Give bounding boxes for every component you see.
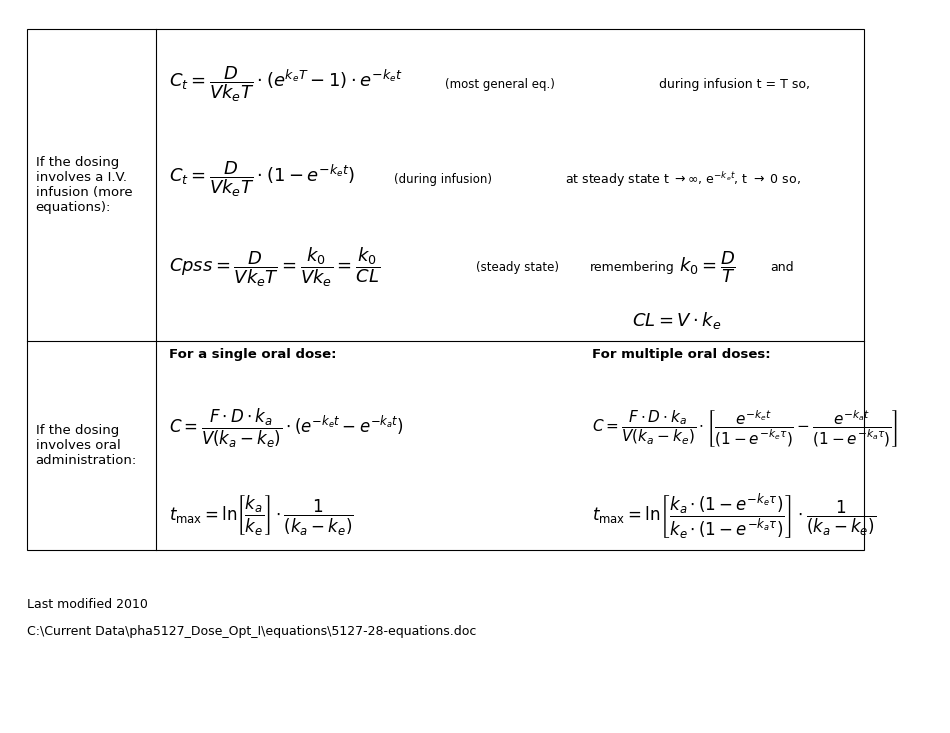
Text: $CL = V \cdot k_e$: $CL = V \cdot k_e$ <box>633 310 722 331</box>
Text: $t_{\mathrm{max}} = \ln\!\left[\dfrac{k_a}{k_e}\right] \cdot \dfrac{1}{(k_a - k_: $t_{\mathrm{max}} = \ln\!\left[\dfrac{k_… <box>169 494 354 538</box>
Text: For multiple oral doses:: For multiple oral doses: <box>592 347 770 361</box>
Text: $C = \dfrac{F \cdot D \cdot k_a}{V(k_a - k_e)} \cdot \left(e^{-k_et} - e^{-k_at}: $C = \dfrac{F \cdot D \cdot k_a}{V(k_a -… <box>169 408 404 450</box>
Text: and: and <box>770 261 794 274</box>
Text: If the dosing
involves a I.V.
infusion (more
equations):: If the dosing involves a I.V. infusion (… <box>35 156 132 214</box>
Text: (during infusion): (during infusion) <box>394 173 492 186</box>
Text: Last modified 2010: Last modified 2010 <box>27 598 147 611</box>
Text: $Cpss = \dfrac{D}{Vk_eT} = \dfrac{k_0}{Vk_e} = \dfrac{k_0}{CL}$: $Cpss = \dfrac{D}{Vk_eT} = \dfrac{k_0}{V… <box>169 246 380 290</box>
Text: For a single oral dose:: For a single oral dose: <box>169 347 336 361</box>
Text: remembering: remembering <box>590 261 674 274</box>
Text: (most general eq.): (most general eq.) <box>446 78 555 91</box>
Text: $C = \dfrac{F \cdot D \cdot k_a}{V(k_a - k_e)} \cdot \left[\dfrac{e^{-k_et}}{\le: $C = \dfrac{F \cdot D \cdot k_a}{V(k_a -… <box>592 408 899 449</box>
Text: (steady state): (steady state) <box>476 261 560 274</box>
Text: If the dosing
involves oral
administration:: If the dosing involves oral administrati… <box>35 424 137 467</box>
Text: at steady state t $\rightarrow \infty$, e$^{-k_et}$, t $\rightarrow$ 0 so,: at steady state t $\rightarrow \infty$, … <box>565 170 801 189</box>
Text: during infusion t = T so,: during infusion t = T so, <box>659 78 810 91</box>
Text: $t_{\mathrm{max}} = \ln\!\left[\dfrac{k_a \cdot \left(1 - e^{-k_e\tau}\right)}{k: $t_{\mathrm{max}} = \ln\!\left[\dfrac{k_… <box>592 491 876 541</box>
Text: $C_t = \dfrac{D}{Vk_eT} \cdot \left(e^{k_eT} - 1\right) \cdot e^{-k_et}$: $C_t = \dfrac{D}{Vk_eT} \cdot \left(e^{k… <box>169 65 403 104</box>
Text: $k_0 = \dfrac{D}{T}$: $k_0 = \dfrac{D}{T}$ <box>679 250 736 285</box>
Text: $C_t = \dfrac{D}{Vk_eT} \cdot \left(1 - e^{-k_et}\right)$: $C_t = \dfrac{D}{Vk_eT} \cdot \left(1 - … <box>169 160 355 199</box>
Text: C:\Current Data\pha5127_Dose_Opt_I\equations\5127-28-equations.doc: C:\Current Data\pha5127_Dose_Opt_I\equat… <box>27 625 476 638</box>
